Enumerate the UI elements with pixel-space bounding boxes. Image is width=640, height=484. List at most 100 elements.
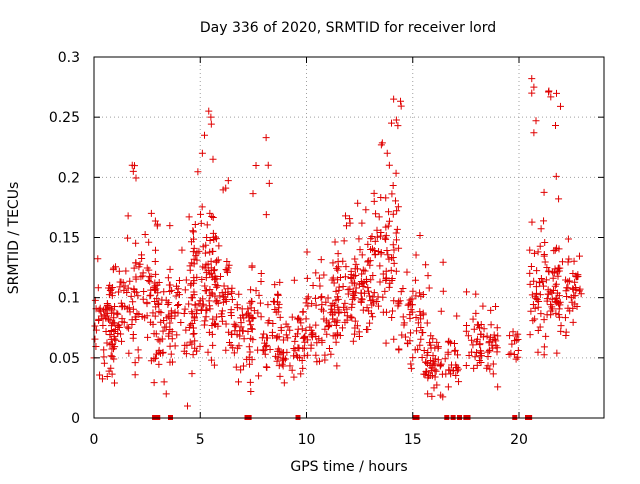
data-point [264,301,272,309]
data-point [191,221,199,229]
data-point [160,378,168,386]
data-point [416,308,424,316]
data-point [367,276,375,284]
data-point [392,169,400,177]
data-point [463,288,471,296]
data-point [194,168,202,176]
data-point [286,326,294,334]
data-point [568,298,576,306]
data-point [132,259,140,267]
data-point [108,292,116,300]
data-point [284,334,292,342]
data-point [166,265,174,273]
y-axis-label: SRMTID / TECUs [6,182,22,295]
data-point [104,301,112,309]
data-point [274,291,282,299]
data-point [238,305,246,313]
data-point [207,113,215,121]
data-point [381,287,389,295]
data-point [198,203,206,211]
data-point [431,360,439,368]
data-point [129,298,137,306]
data-point [279,336,287,344]
data-point [299,334,307,342]
data-point [433,338,441,346]
data-point [532,117,540,125]
data-point [336,274,344,282]
data-point [485,347,493,355]
data-point [428,372,436,380]
data-point [232,321,240,329]
data-point [492,342,500,350]
data-point [199,243,207,251]
data-point [99,321,107,329]
data-point [121,282,129,290]
data-point [549,274,557,282]
data-point [300,344,308,352]
data-point [396,297,404,305]
data-point [155,348,163,356]
data-point [190,291,198,299]
data-point [388,307,396,315]
data-point [107,327,115,335]
data-point [531,293,539,301]
data-point [151,217,159,225]
data-point [269,319,277,327]
data-point [439,287,447,295]
data-point [102,327,110,335]
data-point [557,327,565,335]
data-point [536,323,544,331]
data-point [369,296,377,304]
data-point [138,254,146,262]
data-point [352,260,360,268]
y-tick-label: 0 [71,411,80,427]
data-point [403,268,411,276]
data-point [131,371,139,379]
data-point [208,356,216,364]
data-point [532,289,540,297]
data-point [174,309,182,317]
data-point [264,319,272,327]
data-point [369,272,377,280]
data-point [295,314,303,322]
data-point [152,270,160,278]
data-point [359,306,367,314]
data-point [205,107,213,115]
data-point [271,281,279,289]
data-point [188,308,196,316]
data-point [404,301,412,309]
data-point [134,346,142,354]
data-point [210,361,218,369]
data-point [298,356,306,364]
data-point [165,299,173,307]
data-point [374,293,382,301]
data-point [201,264,209,272]
data-point [512,332,520,340]
data-point [547,93,555,101]
data-point [235,378,242,386]
data-point [145,266,153,274]
data-point [137,273,145,281]
data-point [168,358,176,366]
data-point [427,344,435,352]
data-point [335,308,343,316]
data-point [106,317,114,325]
data-point [390,259,398,267]
data-point [347,313,355,321]
data-point [114,322,122,330]
data-point [487,306,495,314]
data-point [390,95,398,103]
data-point [555,292,563,300]
data-point [424,374,432,382]
data-point [213,275,221,283]
data-point [154,289,162,297]
data-point [288,366,296,374]
data-point [94,255,102,263]
data-point [150,355,158,363]
data-point [534,327,542,335]
data-point [509,328,517,336]
data-point [473,335,481,343]
data-point [296,316,304,324]
data-point [514,330,522,338]
data-point [223,267,231,275]
